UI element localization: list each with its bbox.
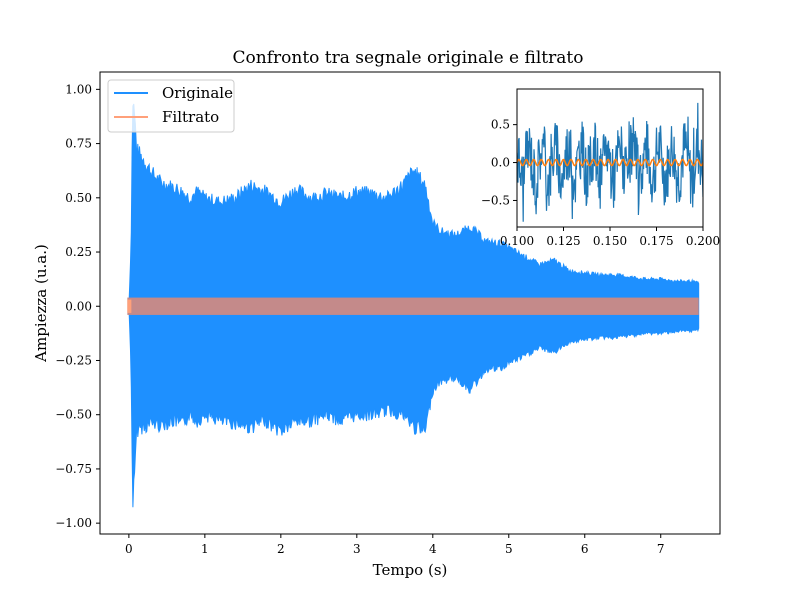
y-tick-label: −0.25 (55, 353, 92, 367)
inset-y-tick-label: −0.5 (481, 193, 510, 207)
x-tick-label: 1 (201, 542, 209, 556)
main-x-axis: 0 1 2 3 4 5 6 7 (125, 534, 665, 556)
inset-x-tick-label: 0.125 (546, 234, 580, 248)
inset-plot-marks (517, 102, 703, 222)
x-tick-label: 6 (581, 542, 589, 556)
inset-x-axis: 0.100 0.125 0.150 0.175 0.200 (500, 227, 720, 248)
x-axis-label: Tempo (s) (373, 561, 448, 579)
y-tick-label: 0.00 (65, 299, 92, 313)
inset-x-tick-label: 0.175 (639, 234, 673, 248)
inset-series-filtrato (517, 158, 703, 167)
x-tick-label: 5 (505, 542, 513, 556)
inset-y-axis: −0.5 0.0 0.5 (481, 118, 517, 207)
x-tick-label: 4 (429, 542, 437, 556)
chart-title: Confronto tra segnale originale e filtra… (233, 48, 584, 68)
main-plot-marks (127, 103, 700, 508)
y-tick-label: 0.50 (65, 191, 92, 205)
y-tick-label: 0.75 (65, 137, 92, 151)
legend: Originale Filtrato (107, 79, 235, 133)
series-filtrato-signal (127, 297, 699, 315)
series-filtrato-edge (127, 299, 132, 313)
inset-x-tick-label: 0.150 (593, 234, 627, 248)
main-y-axis: −1.00 −0.75 −0.50 −0.25 0.00 0.25 0.50 0.75 1.00 (55, 82, 100, 530)
inset-x-tick-label: 0.100 (500, 234, 534, 248)
legend-label-originale: Originale (162, 84, 233, 102)
y-tick-label: 1.00 (65, 82, 92, 96)
x-tick-label: 2 (277, 542, 285, 556)
inset-y-tick-label: 0.5 (491, 118, 510, 132)
x-tick-label: 3 (353, 542, 361, 556)
y-tick-label: −0.75 (55, 462, 92, 476)
y-axis-label: Ampiezza (u.a.) (32, 244, 50, 363)
inset-y-tick-label: 0.0 (491, 156, 510, 170)
inset-plot: 0.100 0.125 0.150 0.175 0.200 −0.5 0.0 0.5 (481, 88, 720, 248)
x-tick-label: 0 (125, 542, 133, 556)
x-tick-label: 7 (657, 542, 665, 556)
legend-label-filtrato: Filtrato (162, 108, 219, 126)
y-tick-label: −1.00 (55, 516, 92, 530)
main-plot: 0 1 2 3 4 5 6 7 −1.00 −0.75 −0.50 −0.25 0.00 0.25 0.5… (55, 71, 721, 556)
y-tick-label: 0.25 (65, 245, 92, 259)
inset-x-tick-label: 0.200 (686, 234, 720, 248)
main-plot-frame (99, 71, 721, 535)
y-tick-label: −0.50 (55, 408, 92, 422)
inset-series-originale (517, 102, 703, 222)
